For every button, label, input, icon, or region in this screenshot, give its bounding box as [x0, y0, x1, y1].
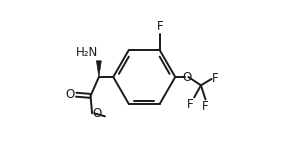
Polygon shape [97, 61, 101, 77]
Text: F: F [187, 98, 193, 111]
Text: F: F [156, 20, 163, 33]
Text: F: F [202, 100, 209, 113]
Text: O: O [182, 71, 191, 83]
Text: O: O [93, 107, 102, 120]
Text: F: F [212, 72, 219, 85]
Text: O: O [66, 88, 75, 101]
Text: H₂N: H₂N [76, 46, 98, 59]
